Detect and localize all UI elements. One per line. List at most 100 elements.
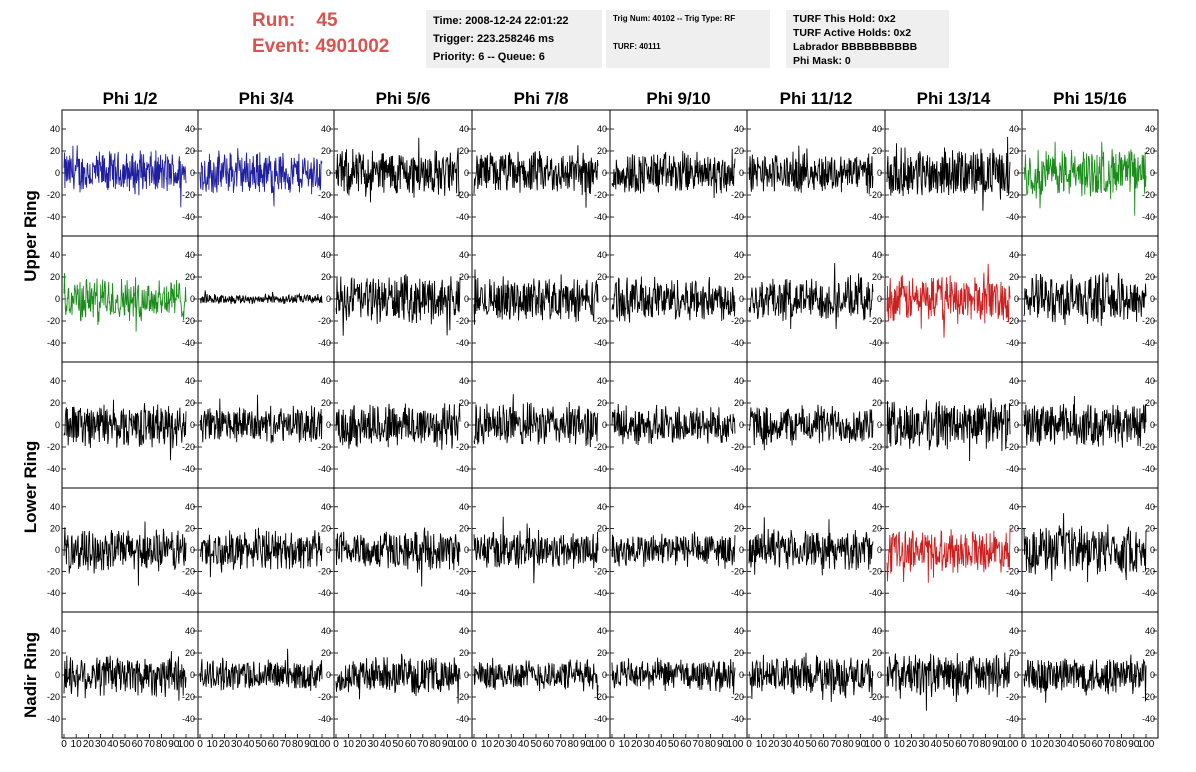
y-tick-label-right: -20 bbox=[318, 442, 331, 452]
x-tick-label: 20 bbox=[355, 739, 367, 750]
waveform-trace bbox=[473, 394, 599, 448]
y-tick-label-right: -40 bbox=[318, 714, 331, 724]
y-tick-label-right: 0 bbox=[1014, 420, 1019, 430]
y-tick-label-right: -20 bbox=[1006, 316, 1019, 326]
run-label: Run: bbox=[252, 10, 296, 31]
x-tick-label: 50 bbox=[530, 739, 542, 750]
turf-this-hold: TURF This Hold: 0x2 bbox=[793, 13, 896, 25]
y-tick-label-right: -20 bbox=[456, 442, 469, 452]
y-tick-label-right: 20 bbox=[1009, 648, 1019, 658]
y-tick-label-right: 40 bbox=[321, 250, 331, 260]
x-tick-label: 40 bbox=[107, 739, 119, 750]
x-tick-label: 30 bbox=[231, 739, 243, 750]
waveform-trace bbox=[611, 531, 736, 569]
x-tick-label: 60 bbox=[680, 739, 692, 750]
y-tick-label-right: -40 bbox=[594, 464, 607, 474]
y-tick-label-right: 0 bbox=[602, 294, 607, 304]
waveform-panel: 40 20 0 -20 -40 bbox=[609, 109, 748, 237]
y-tick-label-right: 20 bbox=[321, 146, 331, 156]
y-tick-label-right: -20 bbox=[869, 190, 882, 200]
y-tick-label-right: 0 bbox=[190, 168, 195, 178]
y-tick-label-right: -40 bbox=[594, 714, 607, 724]
y-tick-label-right: 20 bbox=[872, 398, 882, 408]
waveform-panel: 40 20 0 -20 -40 bbox=[197, 361, 335, 489]
x-tick-label: 30 bbox=[1055, 739, 1067, 750]
y-tick-label-right: -20 bbox=[869, 692, 882, 702]
x-tick-label: 10 bbox=[343, 739, 355, 750]
y-tick-label-right: 40 bbox=[597, 250, 607, 260]
y-tick-label-left: -20 bbox=[47, 567, 60, 577]
waveform-trace bbox=[748, 404, 874, 451]
y-tick-label-right: -20 bbox=[594, 190, 607, 200]
y-tick-label-right: -40 bbox=[731, 714, 744, 724]
y-tick-label-right: 40 bbox=[734, 250, 744, 260]
waveform-trace bbox=[335, 527, 461, 587]
x-tick-label: 20 bbox=[83, 739, 95, 750]
y-tick-label-right: -40 bbox=[456, 714, 469, 724]
waveform-trace bbox=[335, 137, 461, 203]
y-tick-label-right: 0 bbox=[877, 294, 882, 304]
time-text: Time: 2008-12-24 22:01:22 bbox=[433, 15, 569, 27]
y-tick-label-right: -20 bbox=[1142, 692, 1155, 702]
y-tick-label-right: 0 bbox=[602, 420, 607, 430]
x-tick-label: 60 bbox=[132, 739, 144, 750]
y-tick-label-right: -20 bbox=[318, 316, 331, 326]
x-tick-label: 50 bbox=[805, 739, 817, 750]
y-tick-label-right: 40 bbox=[872, 376, 882, 386]
waveform-panel: 40 40 20 20 0 0 -20 -20 -40 -40 bbox=[47, 611, 199, 739]
x-tick-label: 80 bbox=[1116, 739, 1128, 750]
y-tick-label-right: 0 bbox=[1150, 294, 1155, 304]
y-tick-label-right: -40 bbox=[1142, 464, 1155, 474]
y-tick-label-right: 40 bbox=[1009, 626, 1019, 636]
x-tick-label: 80 bbox=[980, 739, 992, 750]
y-tick-label-right: 40 bbox=[872, 626, 882, 636]
waveform-trace bbox=[199, 394, 323, 444]
waveform-panel: 40 20 0 -20 -40 bbox=[333, 487, 473, 613]
waveform-panel: 40 20 0 -20 -40 bbox=[197, 611, 335, 739]
column-header: Phi 5/6 bbox=[376, 89, 431, 108]
x-tick-label: 80 bbox=[705, 739, 717, 750]
waveform-panel: 40 20 0 -20 -40 bbox=[884, 611, 1023, 739]
waveform-panel: 40 20 0 -20 -40 bbox=[884, 487, 1023, 613]
y-tick-label-right: 0 bbox=[739, 670, 744, 680]
y-tick-label-right: -20 bbox=[731, 692, 744, 702]
y-tick-label-right: 20 bbox=[321, 648, 331, 658]
y-tick-label-left: 40 bbox=[50, 502, 60, 512]
y-tick-label-right: -40 bbox=[182, 338, 195, 348]
y-tick-label-right: -20 bbox=[1142, 316, 1155, 326]
x-tick-label: 80 bbox=[156, 739, 168, 750]
x-tick-label: 80 bbox=[568, 739, 580, 750]
y-tick-label-right: -20 bbox=[594, 316, 607, 326]
y-tick-label-right: 0 bbox=[739, 545, 744, 555]
waveform-panel: 40 20 0 -20 -40 bbox=[471, 235, 611, 363]
y-tick-label-right: -20 bbox=[456, 316, 469, 326]
y-tick-label-right: 40 bbox=[872, 250, 882, 260]
y-tick-label-right: -20 bbox=[869, 316, 882, 326]
labrador-text: Labrador BBBBBBBBBB bbox=[793, 41, 918, 53]
waveform-panel: 40 20 0 -20 -40 bbox=[1021, 611, 1159, 739]
x-tick-label: 70 bbox=[830, 739, 842, 750]
y-tick-label-right: 20 bbox=[734, 648, 744, 658]
y-tick-label-right: 20 bbox=[459, 146, 469, 156]
y-tick-label-right: -40 bbox=[731, 588, 744, 598]
y-tick-label-right: 0 bbox=[1150, 168, 1155, 178]
y-tick-label-right: -40 bbox=[318, 464, 331, 474]
y-tick-label-right: -20 bbox=[1006, 442, 1019, 452]
y-tick-label-right: -20 bbox=[182, 567, 195, 577]
waveform-panel: 40 20 0 -20 -40 bbox=[884, 361, 1023, 489]
y-tick-label-right: 20 bbox=[597, 272, 607, 282]
waveform-trace bbox=[611, 657, 736, 695]
y-tick-label-right: -40 bbox=[318, 588, 331, 598]
y-tick-label-right: 20 bbox=[1145, 648, 1155, 658]
waveform-panel: 40 20 0 -20 -40 bbox=[609, 611, 748, 739]
waveform-trace bbox=[199, 290, 323, 305]
y-tick-label-left: 0 bbox=[55, 545, 60, 555]
waveform-trace bbox=[611, 148, 736, 199]
y-tick-label-right: 40 bbox=[734, 376, 744, 386]
y-tick-label-right: 40 bbox=[1009, 502, 1019, 512]
waveform-panel: 40 20 0 -20 -40 bbox=[471, 361, 611, 489]
y-tick-label-right: -40 bbox=[869, 588, 882, 598]
time-info-box: Time: 2008-12-24 22:01:22 Trigger: 223.2… bbox=[426, 10, 602, 68]
y-tick-label-right: 20 bbox=[597, 648, 607, 658]
y-tick-label-right: 0 bbox=[464, 168, 469, 178]
